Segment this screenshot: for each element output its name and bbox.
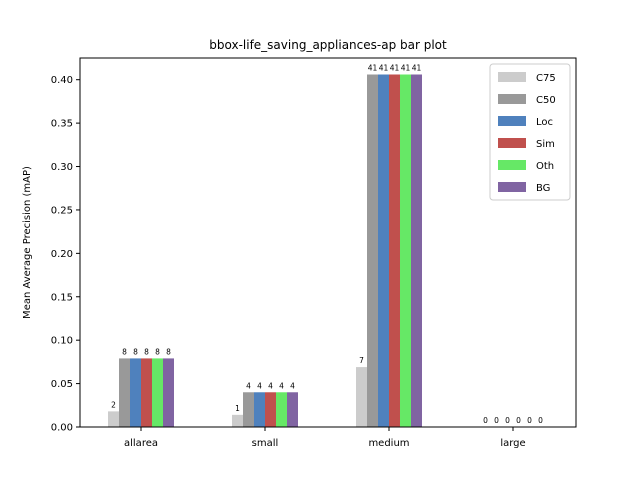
data-label-c75-medium: 7 bbox=[359, 356, 364, 365]
bar-bg-small bbox=[287, 392, 298, 427]
data-label-sim-medium: 41 bbox=[390, 63, 400, 72]
y-axis-title: Mean Average Precision (mAP) bbox=[22, 166, 33, 319]
bar-sim-small bbox=[265, 392, 276, 427]
y-tick-label: 0.15 bbox=[51, 292, 73, 303]
data-label-sim-allarea: 8 bbox=[144, 347, 149, 356]
legend-label-c75: C75 bbox=[536, 73, 556, 84]
legend-box bbox=[489, 63, 571, 201]
bar-c50-medium bbox=[367, 74, 378, 428]
data-label-oth-medium: 41 bbox=[401, 63, 411, 72]
data-label-loc-small: 4 bbox=[257, 381, 262, 390]
data-label-oth-large: 0 bbox=[527, 416, 532, 425]
y-tick-label: 0.40 bbox=[51, 75, 73, 86]
legend-swatch-sim bbox=[498, 138, 526, 148]
legend: C75 C50 Loc Sim Oth BG bbox=[489, 63, 571, 201]
bar-loc-allarea bbox=[130, 358, 141, 427]
bar-sim-allarea bbox=[141, 358, 152, 427]
bar-loc-medium bbox=[378, 74, 389, 428]
plot-area-frame bbox=[79, 57, 577, 428]
data-label-c50-medium: 41 bbox=[368, 63, 378, 72]
x-tick-label-large: large bbox=[500, 438, 525, 449]
data-label-bg-medium: 41 bbox=[412, 63, 422, 72]
data-label-c50-large: 0 bbox=[494, 416, 499, 425]
bar-oth-allarea bbox=[152, 358, 163, 427]
x-tick-label-small: small bbox=[252, 438, 279, 449]
y-tick-label: 0.10 bbox=[51, 336, 73, 347]
data-label-c50-small: 4 bbox=[246, 381, 251, 390]
bar-loc-small bbox=[254, 392, 265, 427]
data-label-bg-allarea: 8 bbox=[166, 347, 171, 356]
data-label-oth-allarea: 8 bbox=[155, 347, 160, 356]
bar-bg-allarea bbox=[163, 358, 174, 427]
data-label-bg-large: 0 bbox=[538, 416, 543, 425]
bar-c75-small bbox=[232, 414, 243, 427]
data-label-c75-allarea: 2 bbox=[111, 400, 116, 409]
legend-swatch-loc bbox=[498, 116, 526, 126]
bar-oth-small bbox=[276, 392, 287, 427]
y-tick-label: 0.25 bbox=[51, 205, 73, 216]
data-label-c75-large: 0 bbox=[483, 416, 488, 425]
legend-label-bg: BG bbox=[536, 183, 550, 194]
data-label-loc-allarea: 8 bbox=[133, 347, 138, 356]
legend-label-loc: Loc bbox=[536, 117, 553, 128]
legend-label-sim: Sim bbox=[536, 139, 555, 150]
data-label-loc-medium: 41 bbox=[379, 63, 389, 72]
y-tick-label: 0.35 bbox=[51, 119, 73, 130]
bar-sim-medium bbox=[389, 74, 400, 428]
bar-bg-medium bbox=[411, 74, 422, 428]
y-tick-label: 0.05 bbox=[51, 379, 73, 390]
legend-label-c50: C50 bbox=[536, 95, 556, 106]
x-tick-label-allarea: allarea bbox=[124, 438, 158, 449]
data-label-bg-small: 4 bbox=[290, 381, 295, 390]
chart-title: bbox-life_saving_appliances-ap bar plot bbox=[209, 38, 447, 52]
data-label-sim-small: 4 bbox=[268, 381, 273, 390]
bar-c75-allarea bbox=[108, 411, 119, 427]
legend-swatch-c50 bbox=[498, 94, 526, 104]
bars-group bbox=[108, 74, 422, 428]
bar-c50-allarea bbox=[119, 358, 130, 427]
y-tick-label: 0.00 bbox=[51, 423, 73, 434]
x-tick-label-medium: medium bbox=[368, 438, 409, 449]
y-axis-ticks: 0.00 0.05 0.10 0.15 0.20 0.25 0.30 0.35 0.40 bbox=[51, 75, 80, 434]
data-label-c75-small: 1 bbox=[235, 404, 240, 413]
bar-c75-medium bbox=[356, 367, 367, 427]
x-axis-ticks: allarea small medium large bbox=[124, 427, 526, 449]
y-tick-label: 0.30 bbox=[51, 162, 73, 173]
data-label-c50-allarea: 8 bbox=[122, 347, 127, 356]
legend-label-oth: Oth bbox=[536, 161, 554, 172]
legend-swatch-oth bbox=[498, 160, 526, 170]
bar-oth-medium bbox=[400, 74, 411, 428]
bar-c50-small bbox=[243, 392, 254, 427]
legend-swatch-c75 bbox=[498, 72, 526, 82]
y-tick-label: 0.20 bbox=[51, 249, 73, 260]
legend-swatch-bg bbox=[498, 182, 526, 192]
data-label-sim-large: 0 bbox=[516, 416, 521, 425]
data-label-oth-small: 4 bbox=[279, 381, 284, 390]
data-label-loc-large: 0 bbox=[505, 416, 510, 425]
